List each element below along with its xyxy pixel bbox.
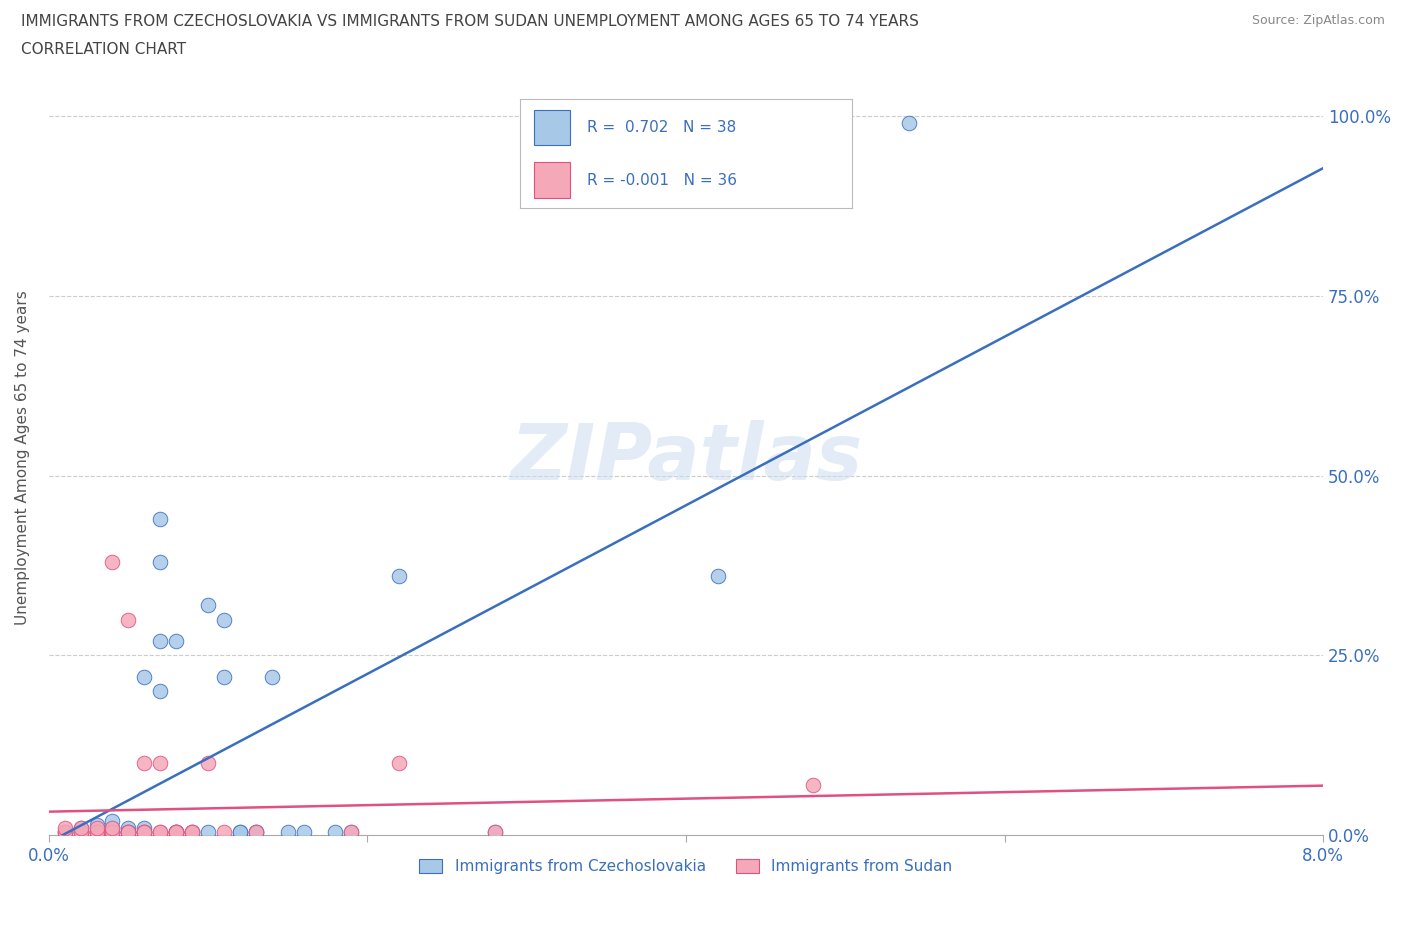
Point [325,824,347,839]
Point [86,824,108,839]
Point [212,612,235,627]
Point [165,824,187,839]
Point [165,824,187,839]
Point [484,824,506,839]
Point [134,824,156,839]
Point [101,820,124,835]
Point [149,824,172,839]
Text: ZIPatlas: ZIPatlas [510,419,862,496]
Point [149,684,172,699]
Point [165,824,187,839]
Point [897,116,920,131]
Y-axis label: Unemployment Among Ages 65 to 74 years: Unemployment Among Ages 65 to 74 years [15,290,30,625]
Point [117,612,139,627]
Point [86,817,108,832]
Point [277,824,299,839]
Point [86,820,108,835]
Point [117,824,139,839]
Point [117,824,139,839]
Point [101,554,124,569]
Point [134,824,156,839]
Point [197,756,219,771]
Point [245,824,267,839]
Point [149,554,172,569]
Point [181,824,204,839]
Point [53,824,76,839]
Point [197,824,219,839]
Point [181,824,204,839]
Point [149,756,172,771]
Point [101,814,124,829]
Point [69,824,91,839]
Point [86,824,108,839]
Point [197,598,219,613]
Text: Source: ZipAtlas.com: Source: ZipAtlas.com [1251,14,1385,27]
Point [134,670,156,684]
Point [117,824,139,839]
Point [86,824,108,839]
Point [117,820,139,835]
Point [165,824,187,839]
Point [212,670,235,684]
Point [229,824,252,839]
Text: CORRELATION CHART: CORRELATION CHART [21,42,186,57]
Point [53,820,76,835]
Point [388,569,411,584]
Point [101,824,124,839]
Point [340,824,363,839]
Point [69,820,91,835]
Point [340,824,363,839]
Point [101,824,124,839]
Point [86,824,108,839]
Point [803,777,825,792]
Point [53,824,76,839]
Point [101,820,124,835]
Point [69,824,91,839]
Point [165,633,187,648]
Point [149,512,172,526]
Point [707,569,730,584]
Point [134,820,156,835]
Point [292,824,315,839]
Point [229,824,252,839]
Point [181,824,204,839]
Point [134,824,156,839]
Text: IMMIGRANTS FROM CZECHOSLOVAKIA VS IMMIGRANTS FROM SUDAN UNEMPLOYMENT AMONG AGES : IMMIGRANTS FROM CZECHOSLOVAKIA VS IMMIGR… [21,14,920,29]
Point [149,633,172,648]
Point [245,824,267,839]
Point [388,756,411,771]
Point [134,756,156,771]
Point [117,824,139,839]
Point [149,824,172,839]
Point [212,824,235,839]
Point [53,824,76,839]
Point [245,824,267,839]
Point [484,824,506,839]
Point [101,824,124,839]
Point [69,820,91,835]
Legend: Immigrants from Czechoslovakia, Immigrants from Sudan: Immigrants from Czechoslovakia, Immigran… [413,853,959,881]
Point [134,824,156,839]
Point [165,824,187,839]
Point [260,670,283,684]
